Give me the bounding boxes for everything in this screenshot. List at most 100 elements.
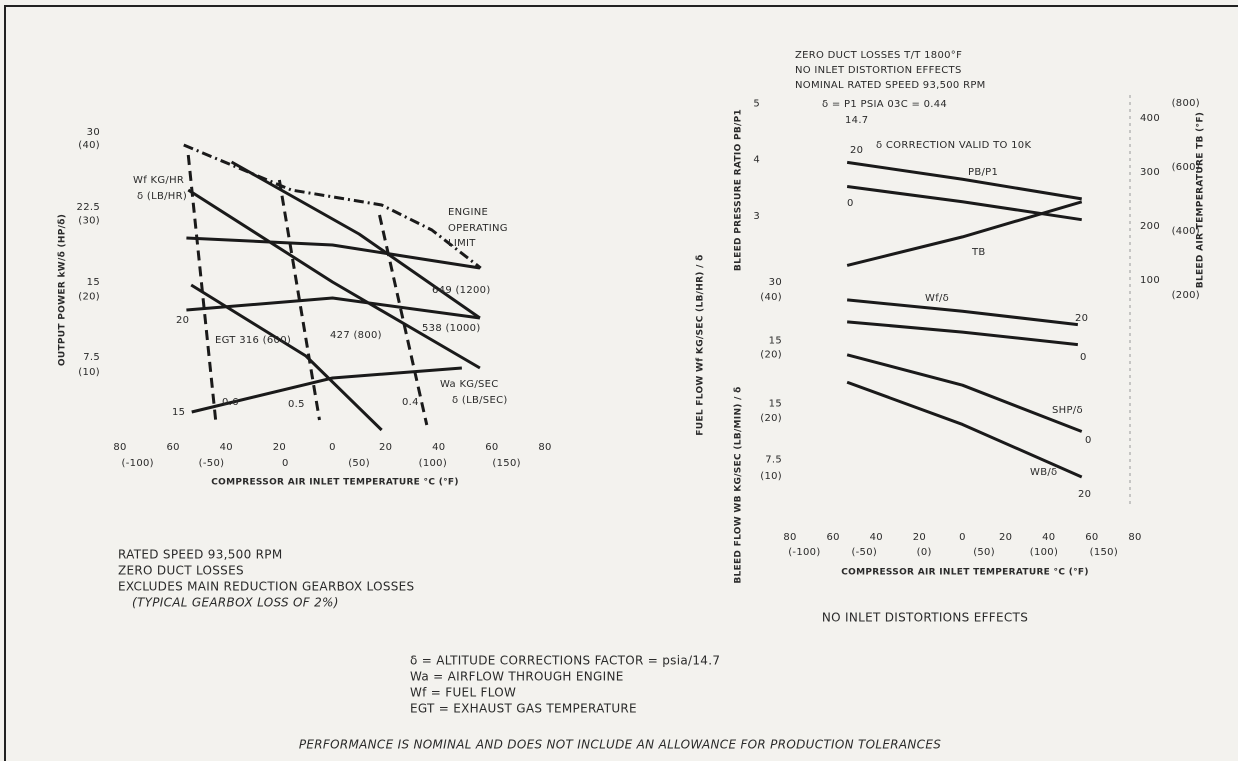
x-tick-label: 20 (273, 442, 286, 453)
x-tick-label: 20 (379, 442, 392, 453)
x-tick-label: (50) (348, 458, 370, 469)
x-tick-label: (150) (492, 458, 520, 469)
x-tick-label: (150) (1090, 547, 1118, 558)
annotation: WB/δ (1030, 467, 1057, 478)
y-tick-label: 15 (769, 399, 782, 410)
x-tick-label: 0 (959, 532, 966, 543)
x-tick-label: 60 (826, 532, 839, 543)
annotation: Wf KG/HR (133, 175, 184, 186)
y-tick-label: (40) (78, 140, 100, 151)
annotation: δ (LB/HR) (137, 191, 187, 202)
annotation: 0 (1080, 352, 1087, 363)
y-tick-label: 400 (1140, 113, 1160, 124)
annotation: 20 (1075, 313, 1088, 324)
axis-label: BLEED FLOW WB KG/SEC (LB/MIN) / δ (734, 386, 744, 583)
y-tick-label: 5 (753, 98, 760, 109)
curve (846, 380, 1083, 479)
curve (846, 200, 1083, 267)
curve (277, 179, 321, 421)
annotation: 0.6 (222, 397, 239, 408)
y-tick-label: (20) (78, 291, 100, 302)
definition: δ = ALTITUDE CORRECTIONS FACTOR = psia/1… (410, 654, 720, 668)
x-tick-label: (-50) (851, 547, 877, 558)
y-tick-label: (20) (760, 349, 782, 360)
axis-label: COMPRESSOR AIR INLET TEMPERATURE °C (°F) (211, 478, 459, 488)
header-note: NOMINAL RATED SPEED 93,500 RPM (795, 80, 986, 91)
definition: Wf = FUEL FLOW (410, 686, 516, 700)
x-tick-label: (100) (1030, 547, 1058, 558)
annotation: 0.4 (402, 397, 419, 408)
y-tick-label: 4 (753, 155, 760, 166)
y-tick-label: (400) (1172, 226, 1200, 237)
note: EXCLUDES MAIN REDUCTION GEARBOX LOSSES (118, 580, 414, 594)
x-tick-label: (-100) (788, 547, 820, 558)
y-tick-label: (600) (1172, 162, 1200, 173)
definition: Wa = AIRFLOW THROUGH ENGINE (410, 670, 624, 684)
x-tick-label: 80 (1128, 532, 1141, 543)
x-tick-label: (-100) (122, 458, 154, 469)
annotation: 20 (850, 145, 863, 156)
x-tick-label: (100) (419, 458, 447, 469)
curve (846, 185, 1082, 222)
curve (186, 154, 218, 426)
y-tick-label: (10) (78, 367, 100, 378)
header-note: δ CORRECTION VALID TO 10K (876, 140, 1031, 151)
header-note: 14.7 (845, 115, 868, 126)
y-tick-label: 100 (1140, 275, 1160, 286)
annotation: Wa KG/SEC (440, 379, 499, 390)
x-tick-label: 60 (166, 442, 179, 453)
y-tick-label: (20) (760, 413, 782, 424)
header-note: NO INLET DISTORTION EFFECTS (795, 65, 962, 76)
note: RATED SPEED 93,500 RPM (118, 548, 283, 562)
y-tick-label: 300 (1140, 167, 1160, 178)
x-tick-label: 80 (783, 532, 796, 543)
frame (4, 5, 1238, 761)
x-tick-label: 60 (485, 442, 498, 453)
x-tick-label: (-50) (199, 458, 225, 469)
x-tick-label: (50) (973, 547, 995, 558)
x-tick-label: 40 (1042, 532, 1055, 543)
x-tick-label: 60 (1085, 532, 1098, 543)
y-tick-label: 3 (753, 211, 760, 222)
curve (846, 353, 1083, 433)
x-tick-label: 40 (870, 532, 883, 543)
y-tick-label: (10) (760, 471, 782, 482)
note: (TYPICAL GEARBOX LOSS OF 2%) (132, 596, 339, 610)
curve (187, 188, 481, 370)
curve (186, 236, 481, 270)
axis-label: FUEL FLOW Wf KG/SEC (LB/HR) / δ (696, 254, 706, 435)
annotation: 649 (1200) (432, 285, 491, 296)
note: NO INLET DISTORTIONS EFFECTS (822, 611, 1028, 625)
curve (847, 320, 1079, 347)
curve (378, 214, 429, 426)
x-tick-label: (0) (917, 547, 932, 558)
header-note: δ = P1 PSIA 03C = 0.44 (822, 99, 947, 110)
annotation: δ (LB/SEC) (452, 395, 508, 406)
annotation: ENGINE (448, 207, 488, 218)
annotation: 20 (176, 315, 189, 326)
annotation: PB/P1 (968, 167, 998, 178)
y-tick-label: 15 (87, 277, 100, 288)
x-tick-label: 20 (999, 532, 1012, 543)
annotation: Wf/δ (925, 293, 949, 304)
y-tick-label: 30 (769, 277, 782, 288)
x-tick-label: 40 (220, 442, 233, 453)
x-tick-label: 20 (913, 532, 926, 543)
y-tick-label: 7.5 (765, 454, 782, 465)
x-tick-label: 0 (282, 458, 289, 469)
header-note: ZERO DUCT LOSSES T/T 1800°F (795, 50, 962, 61)
curve (230, 160, 481, 320)
annotation: EGT 316 (600) (215, 335, 291, 346)
note: ZERO DUCT LOSSES (118, 564, 244, 578)
y-tick-label: 200 (1140, 221, 1160, 232)
footer: PERFORMANCE IS NOMINAL AND DOES NOT INCL… (299, 738, 941, 752)
curve (183, 143, 482, 270)
annotation: 0 (1085, 435, 1092, 446)
annotation: 15 (172, 407, 185, 418)
y-tick-label: (800) (1172, 98, 1200, 109)
annotation: 20 (1078, 489, 1091, 500)
x-tick-label: 80 (538, 442, 551, 453)
y-tick-label: (200) (1172, 290, 1200, 301)
